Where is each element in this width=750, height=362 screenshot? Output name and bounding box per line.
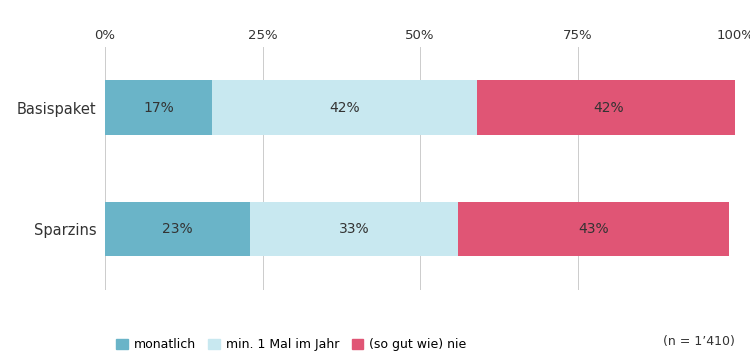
Text: 33%: 33% xyxy=(338,222,369,236)
Bar xyxy=(105,202,250,256)
Text: 42%: 42% xyxy=(329,101,360,115)
Bar xyxy=(250,202,458,256)
Bar xyxy=(105,80,212,135)
Text: 42%: 42% xyxy=(594,101,624,115)
Text: 43%: 43% xyxy=(578,222,608,236)
Legend: monatlich, min. 1 Mal im Jahr, (so gut wie) nie: monatlich, min. 1 Mal im Jahr, (so gut w… xyxy=(111,333,472,356)
Bar xyxy=(458,202,729,256)
Text: 23%: 23% xyxy=(162,222,193,236)
Text: 17%: 17% xyxy=(143,101,174,115)
Text: (n = 1’410): (n = 1’410) xyxy=(663,334,735,348)
Bar xyxy=(477,80,741,135)
Bar xyxy=(212,80,477,135)
